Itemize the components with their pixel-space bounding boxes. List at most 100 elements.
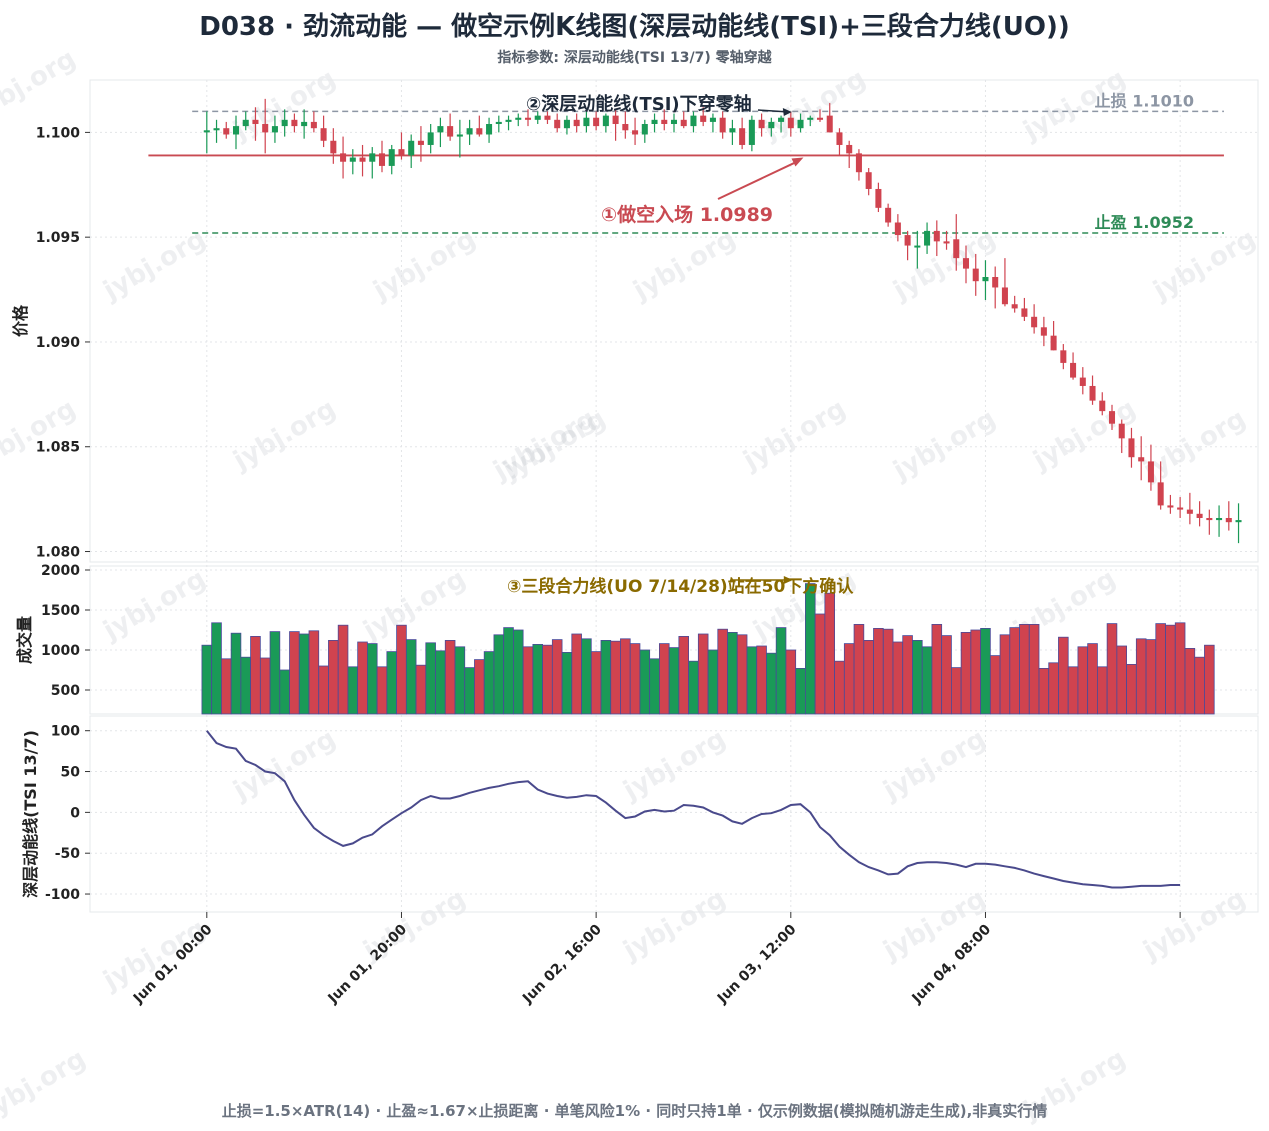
- candle-body: [641, 124, 648, 135]
- watermark-text: jybj.org: [888, 404, 1001, 487]
- candle-body: [602, 115, 609, 127]
- candle-body: [1128, 438, 1135, 458]
- candle-body: [778, 117, 785, 122]
- volume-bar: [882, 628, 894, 715]
- candle-body: [1021, 308, 1028, 317]
- candle-body: [583, 117, 590, 127]
- candle-body: [554, 119, 561, 129]
- watermark-text: jybj.org: [758, 64, 871, 147]
- volume-bar: [250, 636, 261, 715]
- volume-bar: [318, 665, 329, 715]
- volume-bar: [328, 640, 339, 715]
- volume-bar: [454, 646, 466, 715]
- volume-bar: [892, 641, 904, 715]
- candle-body: [894, 222, 901, 236]
- volume-bar: [464, 667, 475, 715]
- candle-body: [1225, 517, 1232, 523]
- volume-bar: [1077, 646, 1089, 715]
- candle-body: [1118, 423, 1125, 439]
- candle-body: [1079, 377, 1086, 386]
- volume-bar: [1116, 645, 1128, 715]
- candle-body: [1031, 316, 1038, 328]
- volume-bar: [980, 628, 991, 715]
- volume-bar: [308, 630, 320, 715]
- volume-bar: [697, 633, 709, 715]
- volume-bar: [1028, 624, 1040, 715]
- candle-body: [1060, 350, 1067, 363]
- volume-bar: [1155, 623, 1166, 715]
- volume-bar: [405, 639, 417, 715]
- candle-body: [1196, 513, 1203, 518]
- volume-bar: [1097, 666, 1108, 715]
- y-tick-label: 1500: [41, 603, 80, 619]
- volume-bar: [805, 583, 816, 715]
- volume-bar: [201, 644, 213, 715]
- volume-bar: [921, 646, 933, 715]
- volume-bar: [843, 643, 855, 715]
- y-tick-label: 1000: [41, 643, 80, 659]
- candle-body: [914, 245, 921, 248]
- volume-bar: [931, 624, 943, 715]
- candle-body: [301, 121, 308, 127]
- price-axis-label: 价格: [11, 304, 30, 337]
- volume-bar: [834, 660, 845, 715]
- candle-body: [836, 132, 843, 145]
- watermark-text: jybj.org: [618, 884, 731, 967]
- candle-body: [1099, 400, 1106, 412]
- candle-body: [1147, 461, 1154, 483]
- candle-body: [739, 128, 746, 145]
- volume-bar: [220, 658, 232, 715]
- volume-bar: [999, 634, 1011, 715]
- volume-bar: [960, 632, 972, 715]
- volume-bar: [269, 631, 281, 715]
- volume-bar: [347, 666, 359, 715]
- candle-body: [1235, 520, 1242, 523]
- y-tick-label: 1.080: [36, 545, 81, 561]
- volume-bar: [571, 633, 582, 715]
- volume-bar: [415, 664, 427, 715]
- volume-bar: [513, 629, 524, 715]
- candle-body: [875, 188, 882, 208]
- candle-body: [982, 276, 989, 282]
- candle-body: [495, 121, 502, 125]
- candle-body: [213, 128, 220, 131]
- volume-bar: [756, 645, 767, 715]
- chart-subtitle: 指标参数: 深层动能线(TSI 13/7) 零轴穿越: [497, 50, 772, 66]
- candle-body: [661, 119, 668, 125]
- candle-body: [359, 157, 366, 162]
- candle-body: [700, 115, 707, 122]
- volume-bar: [941, 635, 952, 715]
- volume-bar: [396, 624, 407, 715]
- panel-frame: [89, 79, 1259, 563]
- volume-bar: [376, 666, 388, 715]
- candle-body: [855, 153, 862, 173]
- candle-body: [885, 207, 892, 223]
- candle-body: [456, 134, 463, 137]
- candle-body: [378, 153, 386, 166]
- volume-bar: [289, 631, 300, 715]
- candle-body: [943, 241, 950, 244]
- volume-bar: [493, 634, 505, 715]
- candle-body: [972, 268, 979, 282]
- candle-body: [437, 126, 444, 133]
- volume-bar: [1174, 622, 1186, 715]
- candle-body: [1216, 517, 1223, 521]
- candle-body: [340, 153, 347, 162]
- candle-body: [417, 140, 424, 145]
- watermark-text: jybj.org: [98, 224, 211, 307]
- watermark-text: jybj.org: [1148, 224, 1261, 307]
- entry-arrowhead: [791, 157, 804, 167]
- candle-body: [632, 130, 639, 135]
- volume-bar: [240, 656, 252, 715]
- x-tick-label: Jun 03, 12:00: [714, 921, 800, 1007]
- tsi-cross-arrowhead: [782, 108, 792, 116]
- volume-bar: [435, 650, 446, 715]
- candle-body: [203, 130, 210, 133]
- y-tick-label: -100: [45, 887, 80, 903]
- volume-bar: [970, 629, 981, 715]
- candle-body: [797, 119, 804, 129]
- candle-body: [1040, 327, 1047, 336]
- candle-body: [398, 149, 405, 156]
- candle-body: [369, 153, 376, 162]
- candle-body: [729, 128, 736, 133]
